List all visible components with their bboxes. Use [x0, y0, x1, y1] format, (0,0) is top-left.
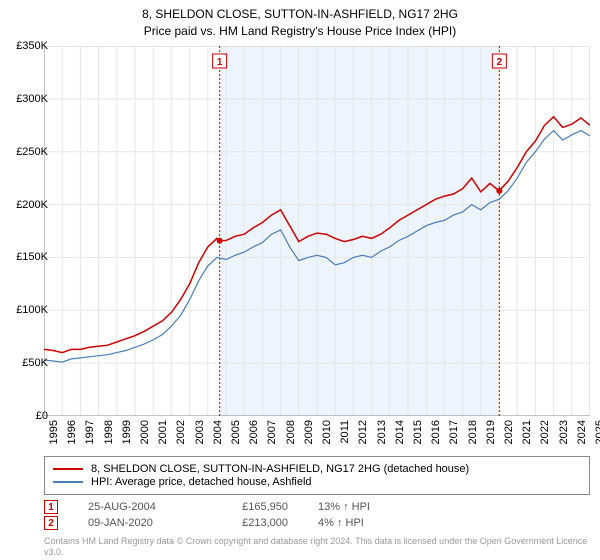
- y-tick-label: £250K: [4, 146, 48, 158]
- x-tick-label: 2004: [212, 420, 224, 444]
- y-tick-label: £350K: [4, 40, 48, 52]
- legend-swatch: [53, 481, 83, 483]
- chart-container: 8, SHELDON CLOSE, SUTTON-IN-ASHFIELD, NG…: [0, 0, 600, 560]
- y-tick-label: £150K: [4, 251, 48, 263]
- x-tick-label: 2021: [521, 420, 533, 444]
- x-tick-label: 2009: [303, 420, 315, 444]
- x-tick-label: 2007: [266, 420, 278, 444]
- x-tick-label: 2018: [467, 420, 479, 444]
- sale-pct: 4% ↑ HPI: [318, 517, 408, 529]
- sale-row: 2 09-JAN-2020 £213,000 4% ↑ HPI: [44, 516, 408, 530]
- x-tick-label: 2002: [175, 420, 187, 444]
- x-tick-label: 1995: [48, 420, 60, 444]
- x-tick-label: 2013: [376, 420, 388, 444]
- sale-date: 25-AUG-2004: [88, 501, 188, 513]
- sale-date: 09-JAN-2020: [88, 517, 188, 529]
- x-tick-label: 1999: [121, 420, 133, 444]
- x-tick-label: 2008: [285, 420, 297, 444]
- x-tick-label: 2000: [139, 420, 151, 444]
- sale-marker-badge: 1: [44, 500, 58, 514]
- x-tick-label: 2015: [412, 420, 424, 444]
- y-tick-label: £50K: [4, 357, 48, 369]
- legend-row: HPI: Average price, detached house, Ashf…: [53, 476, 581, 488]
- x-tick-label: 2006: [248, 420, 260, 444]
- footer-attribution: Contains HM Land Registry data © Crown c…: [44, 536, 590, 558]
- x-tick-label: 2014: [394, 420, 406, 444]
- y-tick-label: £100K: [4, 304, 48, 316]
- title-subtitle: Price paid vs. HM Land Registry's House …: [0, 23, 600, 40]
- x-tick-label: 1997: [84, 420, 96, 444]
- x-tick-label: 2017: [448, 420, 460, 444]
- sale-row: 1 25-AUG-2004 £165,950 13% ↑ HPI: [44, 500, 408, 514]
- legend-row: 8, SHELDON CLOSE, SUTTON-IN-ASHFIELD, NG…: [53, 463, 581, 475]
- sale-pct: 13% ↑ HPI: [318, 501, 408, 513]
- x-tick-label: 2023: [558, 420, 570, 444]
- legend: 8, SHELDON CLOSE, SUTTON-IN-ASHFIELD, NG…: [44, 456, 590, 495]
- svg-text:1: 1: [217, 57, 223, 68]
- x-tick-label: 2016: [430, 420, 442, 444]
- x-tick-label: 2025: [594, 420, 600, 444]
- chart-plot-area: 12: [44, 46, 590, 416]
- x-tick-label: 2010: [321, 420, 333, 444]
- legend-label: HPI: Average price, detached house, Ashf…: [91, 476, 312, 488]
- x-tick-label: 1996: [66, 420, 78, 444]
- legend-swatch: [53, 468, 83, 470]
- x-tick-label: 2003: [194, 420, 206, 444]
- x-tick-label: 2022: [539, 420, 551, 444]
- y-tick-label: £200K: [4, 199, 48, 211]
- x-tick-label: 2011: [339, 420, 351, 444]
- sales-table: 1 25-AUG-2004 £165,950 13% ↑ HPI 2 09-JA…: [44, 498, 408, 532]
- x-tick-label: 1998: [103, 420, 115, 444]
- sale-price: £165,950: [218, 501, 288, 513]
- chart-title: 8, SHELDON CLOSE, SUTTON-IN-ASHFIELD, NG…: [0, 0, 600, 40]
- title-address: 8, SHELDON CLOSE, SUTTON-IN-ASHFIELD, NG…: [0, 6, 600, 23]
- sale-marker-badge: 2: [44, 516, 58, 530]
- svg-text:2: 2: [497, 57, 503, 68]
- x-tick-label: 2020: [503, 420, 515, 444]
- y-tick-label: £300K: [4, 93, 48, 105]
- x-tick-label: 2005: [230, 420, 242, 444]
- x-tick-label: 2012: [357, 420, 369, 444]
- legend-label: 8, SHELDON CLOSE, SUTTON-IN-ASHFIELD, NG…: [91, 463, 469, 475]
- x-tick-label: 2001: [157, 420, 169, 444]
- y-tick-label: £0: [4, 410, 48, 422]
- x-tick-label: 2019: [485, 420, 497, 444]
- sale-price: £213,000: [218, 517, 288, 529]
- x-tick-label: 2024: [576, 420, 588, 444]
- chart-svg: 12: [44, 46, 590, 416]
